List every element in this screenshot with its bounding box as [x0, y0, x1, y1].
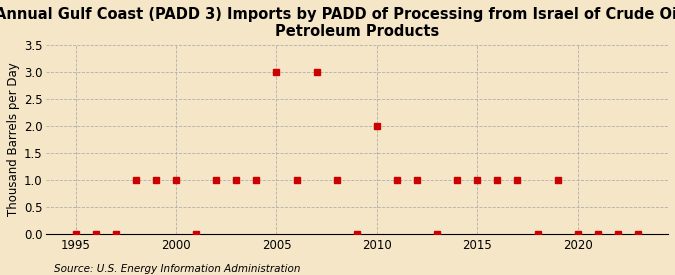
- Y-axis label: Thousand Barrels per Day: Thousand Barrels per Day: [7, 63, 20, 216]
- Text: Source: U.S. Energy Information Administration: Source: U.S. Energy Information Administ…: [54, 264, 300, 274]
- Title: Annual Gulf Coast (PADD 3) Imports by PADD of Processing from Israel of Crude Oi: Annual Gulf Coast (PADD 3) Imports by PA…: [0, 7, 675, 39]
